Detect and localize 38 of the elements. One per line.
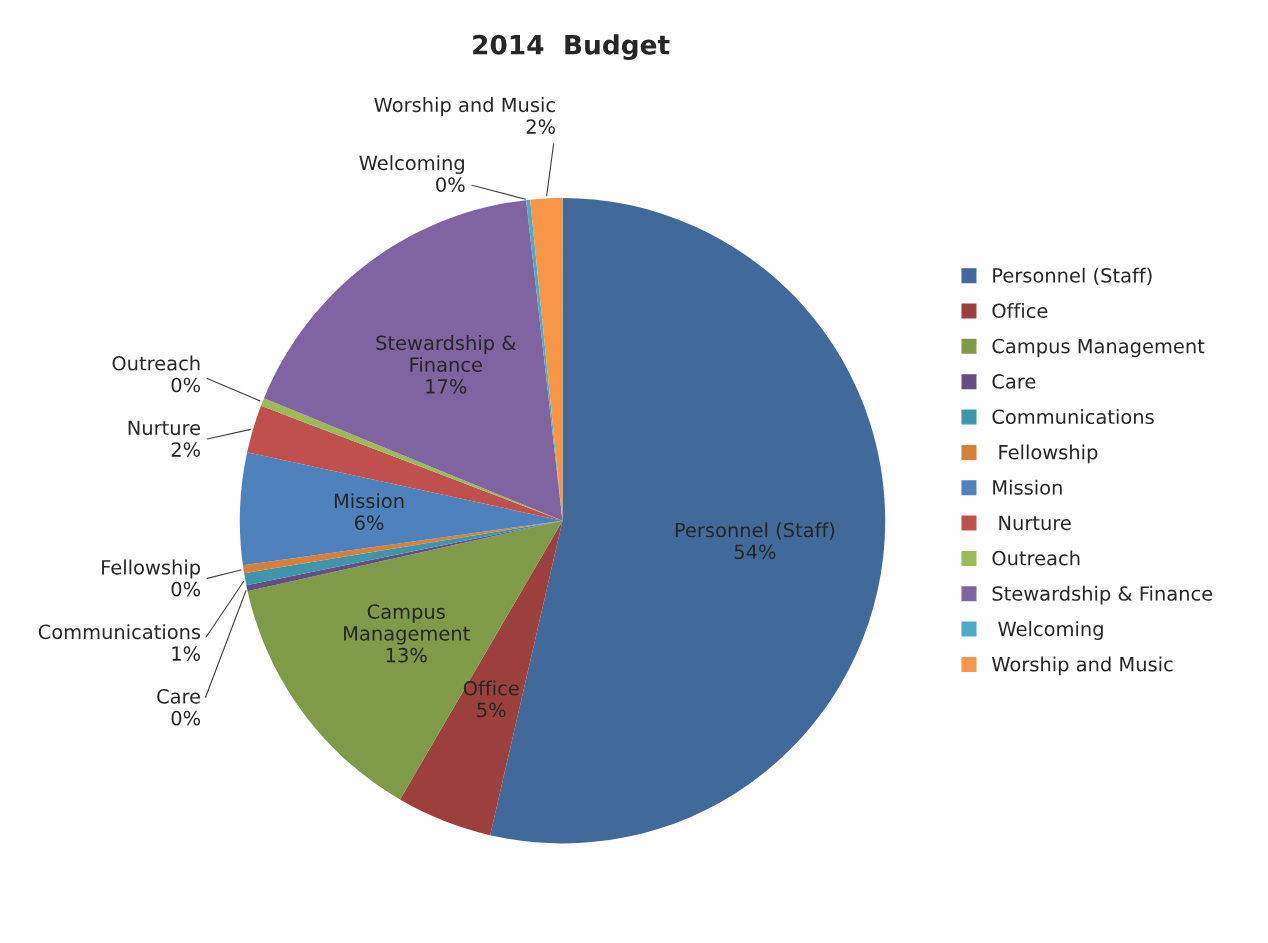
slice-label: Care <box>157 689 201 704</box>
data-label: 6% <box>354 515 384 530</box>
pie-slice <box>239 452 563 566</box>
data-label: 5% <box>477 702 506 718</box>
legend-label: Fellowship <box>999 444 1098 464</box>
slice-label: Welcoming <box>359 155 464 174</box>
chart-title: 2014 Budget <box>473 34 670 61</box>
legend-label: Stewardship & Finance <box>992 585 1213 605</box>
slice-label: Office <box>463 680 519 696</box>
legend-label: Welcoming <box>998 621 1103 640</box>
data-label: 17% <box>426 379 467 394</box>
data-label: 54% <box>734 544 776 560</box>
legend-label: Personnel (Staff) <box>993 267 1152 286</box>
legend-label: Campus Management <box>992 338 1205 358</box>
data-label: 2% <box>526 119 555 134</box>
legend-label: Communications <box>992 409 1154 425</box>
slice-label: Nurture <box>128 420 201 436</box>
slice-label: Stewardship & Finance <box>376 335 516 372</box>
data-label: 0% <box>436 177 465 193</box>
legend-label: Mission <box>993 479 1062 495</box>
legend-label: Worship and Music <box>991 656 1173 676</box>
slice-label: Worship and Music <box>374 97 555 116</box>
slice-label: Communications <box>38 624 201 640</box>
data-label: 2% <box>171 442 201 457</box>
slice-label: Fellowship <box>102 559 201 579</box>
legend-label: Outreach <box>992 550 1080 566</box>
data-label: 1% <box>172 646 201 661</box>
data-label: 13% <box>386 647 427 663</box>
legend-label: Care <box>992 374 1036 389</box>
legend-label: Nurture <box>999 515 1071 531</box>
slice-label: Mission <box>334 493 404 509</box>
data-label: 0% <box>171 377 201 393</box>
slice-label: Outreach <box>112 355 200 371</box>
slice-label: Campus Management <box>344 604 470 645</box>
data-label: 0% <box>171 710 201 726</box>
legend-label: Office <box>992 303 1048 319</box>
data-label: 0% <box>171 581 201 597</box>
slice-label: Personnel (Staff) <box>675 522 835 540</box>
